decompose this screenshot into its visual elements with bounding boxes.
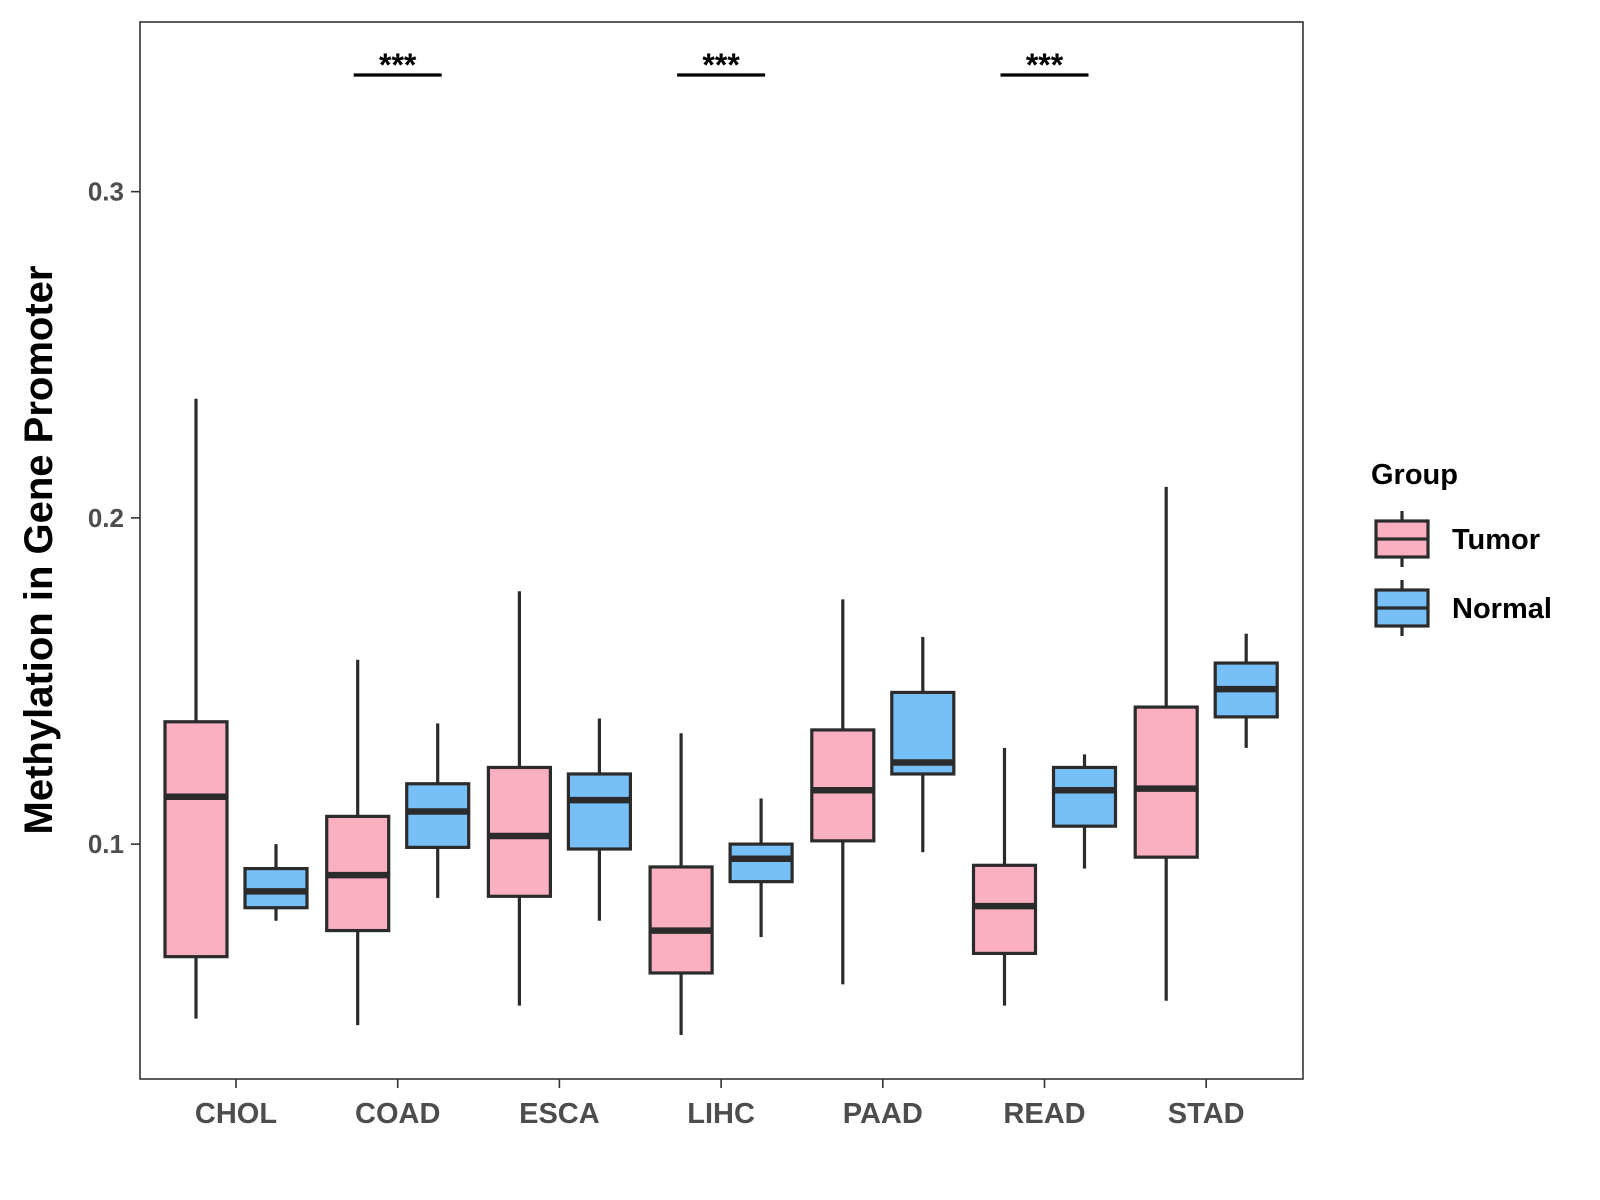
significance-annotations: *** *** ***	[353, 47, 1089, 83]
box-normal-lihc	[728, 798, 794, 938]
box-tumor-read	[971, 747, 1038, 1006]
box-normal-paad	[890, 636, 956, 853]
box-iqr-normal-read	[1051, 765, 1118, 828]
y-axis-title: Methylation in Gene Promoter	[17, 266, 61, 835]
significance-label-lihc: ***	[702, 47, 740, 83]
box-iqr-tumor-esca	[486, 765, 552, 898]
legend-title: Group	[1371, 459, 1458, 491]
box-iqr-tumor-lihc	[648, 865, 714, 975]
box-tumor-stad	[1133, 486, 1199, 1001]
legend-label-normal: Normal	[1452, 593, 1552, 625]
y-tick-label: 0.1	[88, 829, 124, 859]
x-tick-label-paad: PAAD	[843, 1098, 923, 1130]
box-iqr-normal-chol	[243, 866, 309, 910]
x-axis-ticks: CHOL COAD ESCA LIHC PAAD READ STAD	[195, 1079, 1245, 1130]
y-tick-label: 0.2	[88, 503, 124, 533]
legend-label-tumor: Tumor	[1452, 524, 1540, 556]
box-normal-stad	[1213, 633, 1279, 748]
y-tick-label: 0.3	[88, 177, 124, 207]
box-iqr-tumor-chol	[163, 720, 229, 959]
box-tumor-lihc	[648, 733, 714, 1035]
box-iqr-tumor-paad	[810, 728, 876, 843]
box-normal-esca	[566, 718, 633, 921]
legend-item-tumor: Tumor	[1374, 511, 1540, 567]
x-tick-label-chol: CHOL	[195, 1098, 277, 1130]
legend-item-normal: Normal	[1374, 580, 1552, 636]
y-axis-ticks: 0.1 0.2 0.3	[88, 177, 140, 859]
x-tick-label-esca: ESCA	[519, 1098, 600, 1130]
x-tick-label-lihc: LIHC	[687, 1098, 755, 1130]
significance-label-read: ***	[1026, 47, 1064, 83]
x-tick-label-read: READ	[1003, 1098, 1085, 1130]
box-normal-chol	[243, 844, 309, 921]
significance-label-coad: ***	[379, 47, 417, 83]
axes-layer	[139, 21, 1304, 1080]
box-tumor-chol	[163, 398, 229, 1019]
box-iqr-tumor-read	[971, 863, 1038, 955]
boxes-layer	[163, 398, 1279, 1035]
legend: Group Tumor Normal	[1371, 459, 1552, 636]
box-tumor-paad	[810, 599, 876, 985]
plot-panel-border	[139, 21, 1304, 1080]
box-tumor-coad	[325, 659, 391, 1026]
box-normal-read	[1051, 754, 1118, 869]
x-tick-label-coad: COAD	[355, 1098, 440, 1130]
box-iqr-normal-esca	[566, 772, 633, 851]
box-iqr-normal-lihc	[728, 842, 794, 884]
box-iqr-tumor-stad	[1133, 705, 1199, 859]
box-iqr-normal-coad	[405, 782, 471, 849]
box-normal-coad	[405, 723, 471, 898]
box-tumor-esca	[486, 591, 552, 1006]
x-tick-label-stad: STAD	[1168, 1098, 1245, 1130]
